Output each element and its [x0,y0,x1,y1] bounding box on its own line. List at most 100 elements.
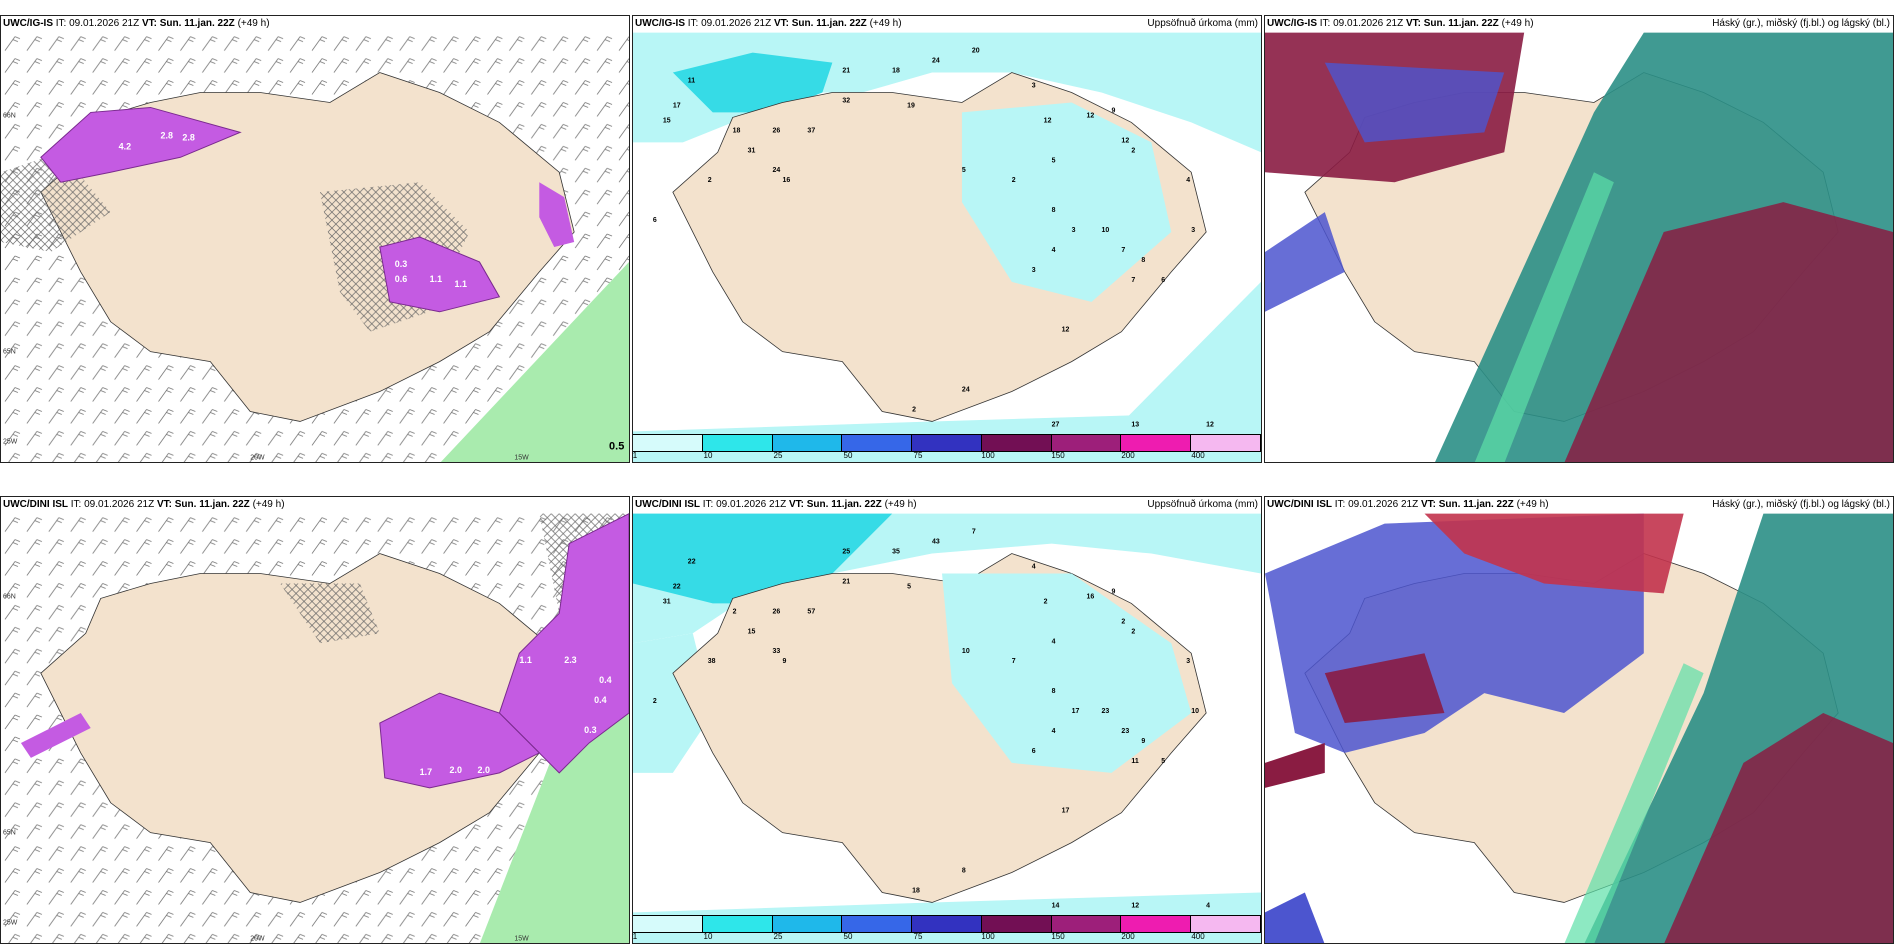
lon-label: 25W [3,919,18,926]
colorbar-tick: 1 [632,932,638,941]
swatch [702,435,773,451]
panel-precip-igis: UWC/IG-IS IT: 09.01.2026 21Z VT: Sun. 11… [632,15,1262,463]
panel-snow-igis: UWC/IG-IS IT: 09.01.2026 21Z VT: Sun. 11… [0,15,630,463]
init-time: 09.01.2026 21Z [1348,499,1419,510]
lead-time: (+49 h) [252,499,285,510]
precip-value: 5 [1161,758,1165,765]
precip-value: 5 [1052,157,1056,164]
model-name: UWC/DINI ISL [3,499,68,510]
precip-value: 24 [773,167,781,174]
precip-value: 5 [962,167,966,174]
front-band [1564,663,1704,943]
precip-value: 6 [653,217,657,224]
precip-value: 23 [1102,708,1110,715]
panel-clouds-dini: UWC/DINI ISL IT: 09.01.2026 21Z VT: Sun.… [1264,496,1894,944]
valid-time: VT: Sun. 11.jan. 22Z [773,18,867,29]
snow-label: 2.3 [564,655,576,665]
colorbar-tick: 150 [1051,451,1065,460]
panel-precip-dini: UWC/DINI ISL IT: 09.01.2026 21Z VT: Sun.… [632,496,1262,944]
valid-time: VT: Sun. 11.jan. 22Z [1420,499,1514,510]
precip-value: 13 [1131,421,1139,428]
swatch [633,435,703,451]
precip-value: 8 [962,868,966,875]
precip-area-5 [961,102,1172,302]
lon-label: 20W [250,454,265,461]
precip-value: 3 [1191,227,1195,234]
precip-value: 23 [1121,728,1129,735]
precip-value: 8 [1052,207,1056,214]
swatch [702,916,773,932]
precip-area-2 [633,513,893,604]
swatch [772,435,843,451]
valid-time: VT: Sun. 11.jan. 22Z [141,18,235,29]
snow-label: 0.4 [599,675,611,685]
it-label: IT: [55,18,67,29]
precip-value: 15 [748,628,756,635]
swatch [912,435,982,451]
colorbar-ticks: 1 10 25 50 75 100 150 200 400 [633,451,1261,462]
precip-value: 4 [1052,728,1056,735]
it-label: IT: [1334,499,1346,510]
colorbar-tick: 100 [981,932,995,941]
swatch [1121,916,1192,932]
precip-value: 2 [1131,628,1135,635]
snow-area-2 [379,236,501,313]
model-name: UWC/IG-IS [635,18,685,29]
colorbar-ticks: 1 10 25 50 75 100 150 200 400 [633,932,1261,943]
swatch [1051,435,1122,451]
colorbar-tick: 75 [913,451,923,460]
precip-value: 3 [1186,658,1190,665]
precip-title: Uppsöfnuð úrkoma (mm) [1147,18,1258,29]
panel-clouds-igis: UWC/IG-IS IT: 09.01.2026 21Z VT: Sun. 11… [1264,15,1894,463]
precip-value: 18 [733,127,741,134]
colorbar-tick: 400 [1191,451,1205,460]
model-name: UWC/DINI ISL [1267,499,1332,510]
precip-value: 12 [1131,902,1139,909]
low-cloud-2 [1265,212,1345,312]
rain-area [440,261,629,462]
precip-value: 8 [1052,688,1056,695]
lead-time: (+49 h) [237,18,270,29]
precip-value: 31 [748,147,756,154]
precip-value: 33 [773,648,781,655]
corner-value: 0.5 [609,440,624,452]
colorbar-tick: 100 [981,451,995,460]
colorbar-swatches [633,915,1261,933]
precip-value: 17 [673,102,681,109]
snow-area-3 [539,182,575,248]
precip-value: 21 [842,578,850,585]
colorbar-tick: 1 [632,451,638,460]
iceland-land [40,72,575,422]
precip-value: 22 [688,559,696,566]
low-cloud [1324,62,1505,143]
low-cloud-2 [1265,892,1325,943]
mid-cloud-2 [1324,653,1445,724]
map-snow: 2.0 2.0 1.7 0.4 0.4 0.3 2.3 1.1 66N 65N … [1,513,629,943]
swatch [633,916,703,932]
snow-label: 4.2 [119,141,131,151]
precip-value: 7 [1131,277,1135,284]
swatch [772,916,843,932]
precip-value: 11 [688,78,695,85]
precip-value: 2 [912,406,916,413]
precip-value: 2 [708,177,712,184]
map-clouds [1265,32,1893,462]
precip-value: 12 [1121,137,1129,144]
precip-value: 5 [907,583,911,590]
lon-label: 25W [3,438,18,445]
panel-snow-dini: UWC/DINI ISL IT: 09.01.2026 21Z VT: Sun.… [0,496,630,944]
snow-label: 0.4 [594,695,606,705]
snow-area [40,106,242,183]
init-time: 09.01.2026 21Z [701,18,772,29]
precip-value: 43 [932,539,940,546]
snow-area-3 [20,713,91,758]
colorbar: 1 10 25 50 75 100 150 200 400 [633,915,1261,943]
precip-value: 12 [1206,421,1214,428]
precip-value: 4 [1052,638,1056,645]
colorbar-swatches [633,434,1261,452]
precip-value: 27 [1052,421,1060,428]
hatched-area [280,583,380,644]
precip-value: 17 [1062,808,1070,815]
precip-value: 24 [962,387,970,394]
